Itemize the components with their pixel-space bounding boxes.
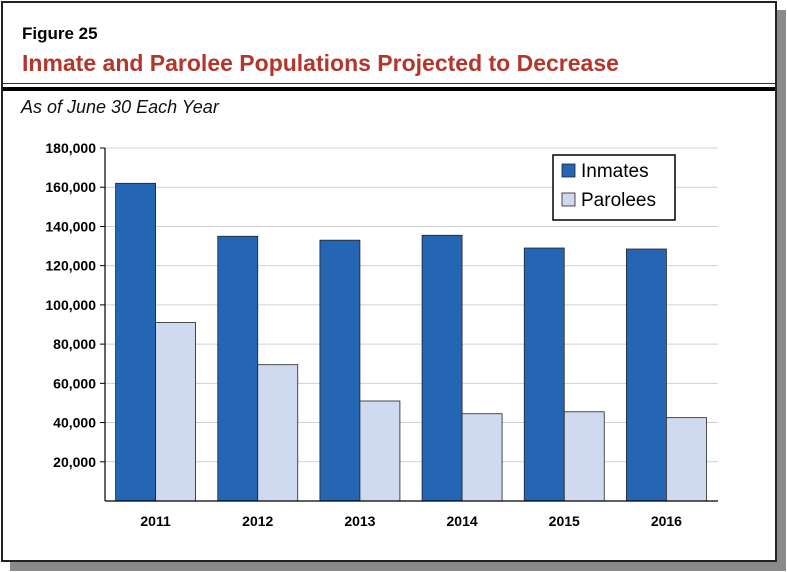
y-tick-label: 140,000 <box>45 218 96 234</box>
x-tick-label: 2014 <box>447 513 478 529</box>
bar-inmates-2012 <box>217 235 259 502</box>
bar-parolees-2012 <box>257 364 299 502</box>
bar-parolees-2013 <box>359 400 401 502</box>
bar-parolees-2015 <box>563 411 605 502</box>
y-tick-label: 180,000 <box>45 140 96 156</box>
figure-title: Inmate and Parolee Populations Projected… <box>22 50 619 76</box>
legend-label-parolees: Parolees <box>581 190 656 211</box>
figure-label: Figure 25 <box>22 24 98 43</box>
x-tick-label: 2012 <box>242 513 273 529</box>
bar-inmates-2013 <box>319 239 361 502</box>
x-tick-label: 2016 <box>651 513 682 529</box>
bar-inmates-2016 <box>626 248 667 502</box>
x-tick-label: 2015 <box>549 513 580 529</box>
bar-parolees-2016 <box>666 417 707 502</box>
bar-inmates-2011 <box>115 182 156 502</box>
header-divider-thin <box>3 83 775 84</box>
x-tick-label: 2013 <box>344 513 375 529</box>
y-tick-label: 60,000 <box>53 375 96 391</box>
bar-parolees-2011 <box>155 322 196 502</box>
y-tick-label: 20,000 <box>53 454 96 470</box>
bar-inmates-2014 <box>421 234 463 502</box>
y-tick-label: 40,000 <box>53 415 96 431</box>
header-divider-thick <box>3 87 775 91</box>
y-tick-label: 100,000 <box>45 297 96 313</box>
legend-label-inmates: Inmates <box>581 161 649 182</box>
x-tick-label: 2011 <box>140 513 171 529</box>
y-tick-label: 160,000 <box>45 179 96 195</box>
legend-swatch-parolees <box>561 192 576 207</box>
y-tick-label: 120,000 <box>45 258 96 274</box>
bar-inmates-2015 <box>523 247 565 502</box>
bar-parolees-2014 <box>461 413 503 502</box>
legend-swatch-inmates <box>561 163 576 178</box>
y-tick-label: 80,000 <box>53 336 96 352</box>
figure-subtitle: As of June 30 Each Year <box>21 97 219 117</box>
